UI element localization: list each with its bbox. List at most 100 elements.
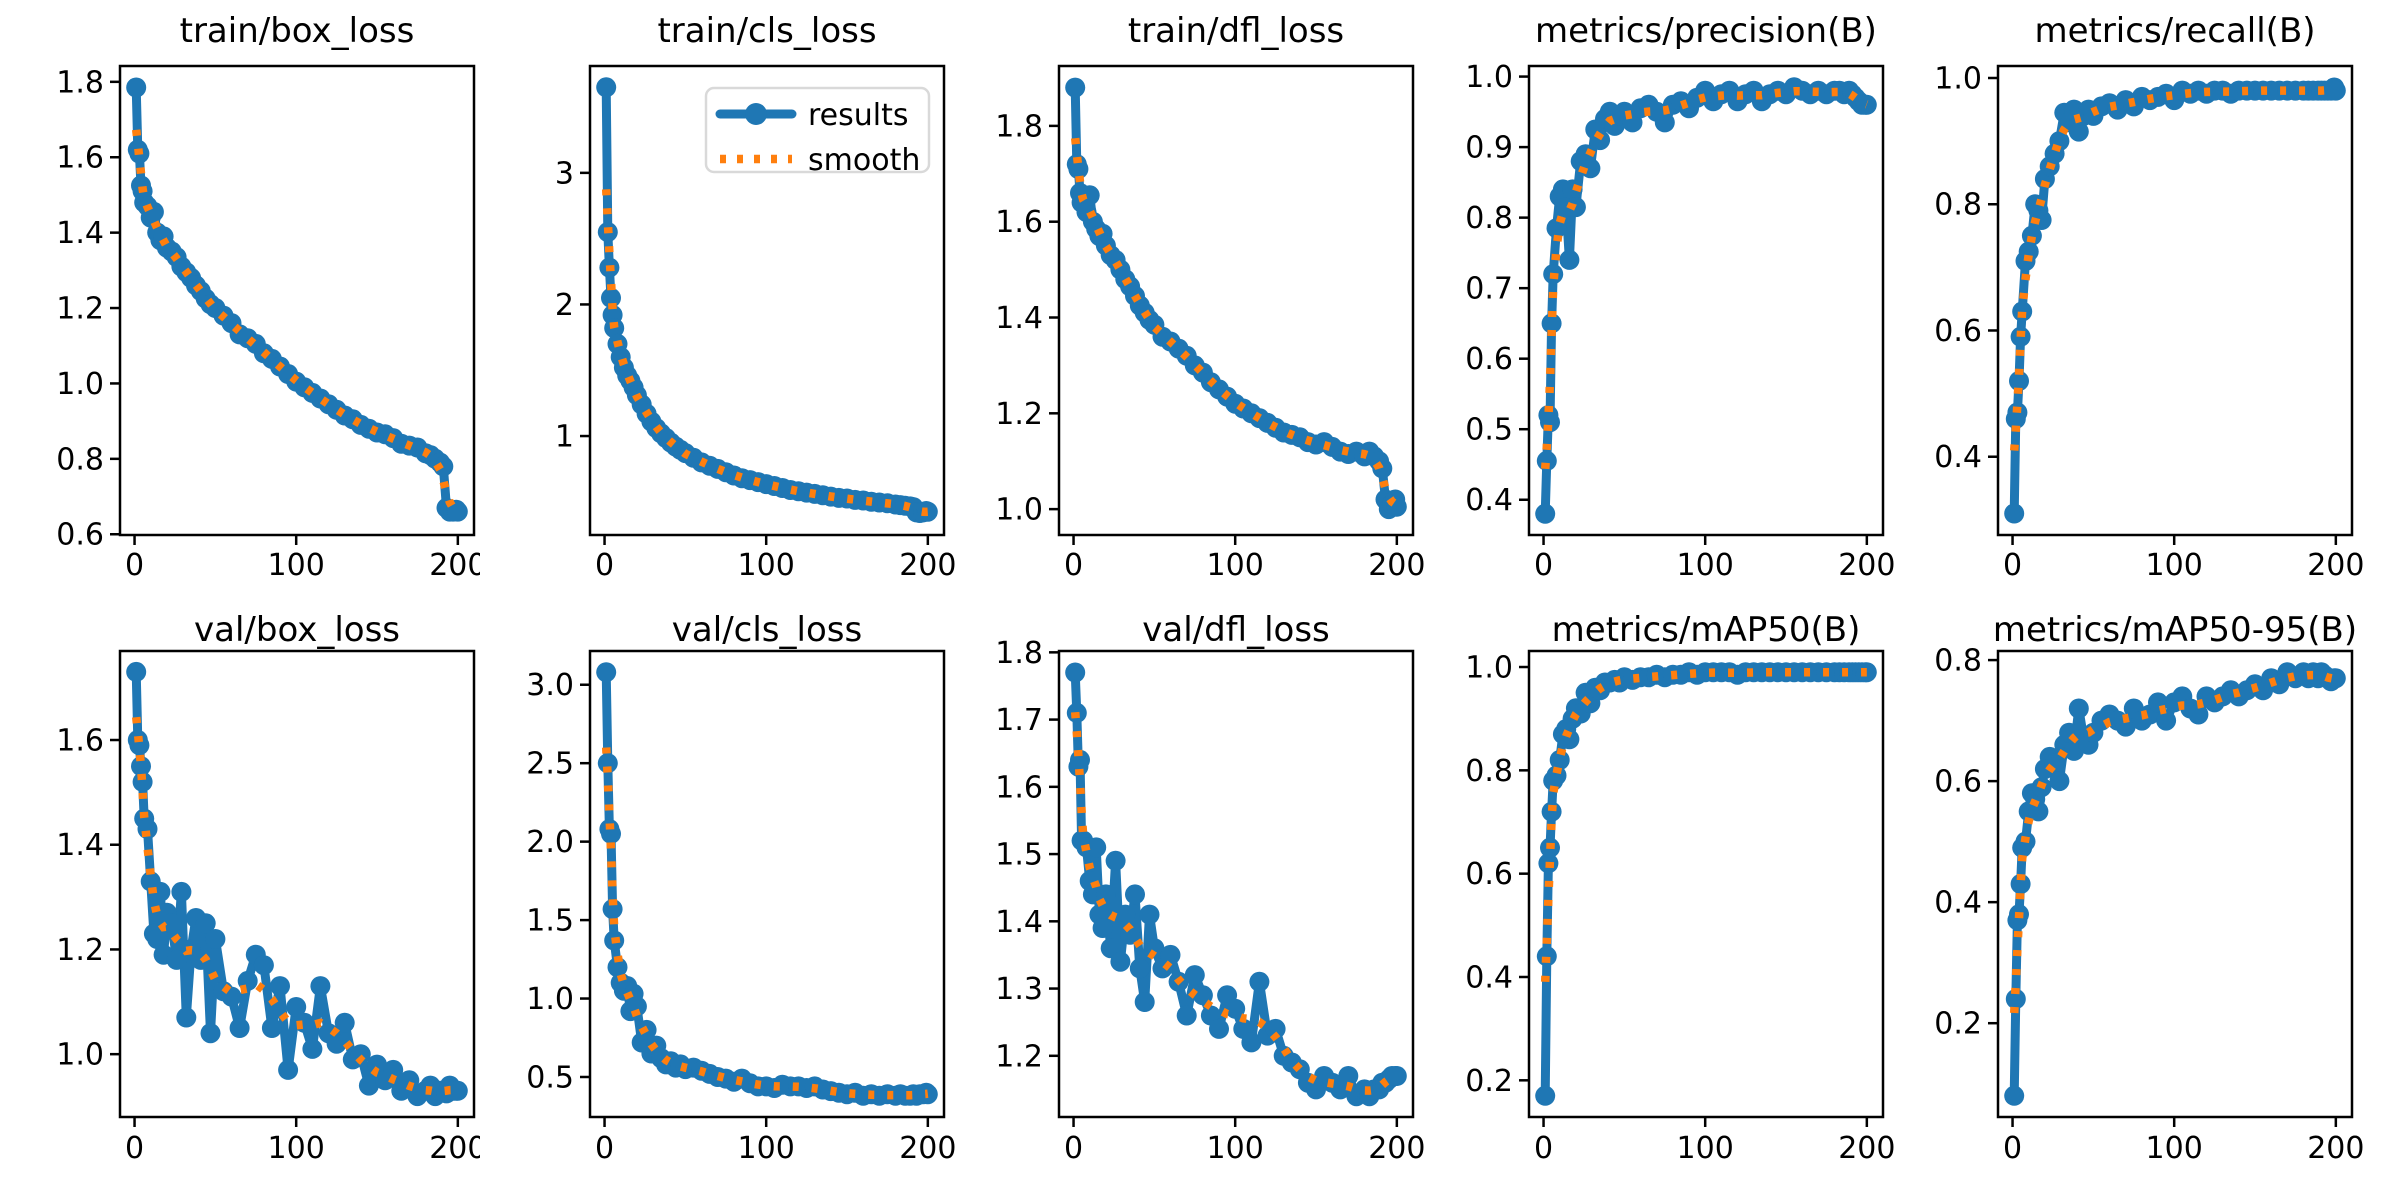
x-tick-label: 200 xyxy=(429,548,480,583)
results-marker xyxy=(1129,958,1150,979)
results-marker xyxy=(171,881,192,902)
results-marker xyxy=(1249,971,1270,992)
subplot-metrics-precision: metrics/precision(B) 0.4 0.5 0.6 0.7 0.8 0.9 1… xyxy=(1440,0,1920,600)
smooth-line xyxy=(601,189,929,517)
axes-box xyxy=(1527,64,1885,537)
chart-title: train/cls_loss xyxy=(657,11,876,51)
y-tick-label: 1.0 xyxy=(1934,61,1982,96)
subplot-metrics-recall: metrics/recall(B) 0.4 0.6 0.8 1.0 0 100 200 xyxy=(1920,0,2400,600)
y-tick-label: 1.4 xyxy=(995,905,1043,940)
results-marker xyxy=(604,318,625,339)
plot-series xyxy=(126,77,468,522)
results-marker xyxy=(596,77,617,98)
legend: results smooth xyxy=(704,86,931,178)
x-tick-label: 100 xyxy=(738,548,795,583)
x-tick-label: 0 xyxy=(1534,1131,1553,1166)
chart-title: val/cls_loss xyxy=(672,610,862,650)
results-marker xyxy=(1065,77,1086,98)
y-tick-label: 0.8 xyxy=(1465,754,1513,789)
x-tick-label: 200 xyxy=(2307,548,2364,583)
results-marker xyxy=(1536,946,1557,967)
results-marker xyxy=(1139,904,1160,925)
results-marker xyxy=(2012,301,2033,322)
smooth-line xyxy=(2009,670,2336,1014)
subplot-metrics-map50: metrics/mAP50(B) 0.2 0.4 0.6 0.8 1.0 0 100 200 xyxy=(1440,600,1920,1200)
y-tick-label: 1.0 xyxy=(1465,651,1513,686)
results-marker xyxy=(334,1012,355,1033)
results-marker xyxy=(383,1059,404,1080)
x-tick-label: 200 xyxy=(1838,548,1895,583)
x-tick-label: 100 xyxy=(1677,548,1734,583)
results-marker xyxy=(2068,698,2089,719)
results-marker xyxy=(2115,716,2136,737)
x-tick-label: 200 xyxy=(2307,1131,2364,1166)
y-tick-label: 2 xyxy=(555,288,574,323)
results-marker xyxy=(1086,837,1107,858)
results-marker xyxy=(2049,771,2070,792)
plot-series xyxy=(2004,662,2346,1106)
y-tick-label: 0.6 xyxy=(1934,765,1982,800)
y-tick-label: 0.8 xyxy=(1934,188,1982,223)
results-marker xyxy=(270,976,290,997)
y-tick-label: 1.6 xyxy=(56,141,104,176)
x-tick-label: 0 xyxy=(595,548,614,583)
results-marker xyxy=(1241,1032,1262,1053)
smooth-line xyxy=(131,129,460,516)
results-marker xyxy=(601,287,621,308)
results-marker xyxy=(1654,112,1675,133)
y-tick-label: 2.0 xyxy=(526,825,574,860)
results-marker xyxy=(367,1054,387,1075)
y-tick-label: 1.4 xyxy=(56,216,104,251)
chart-title: metrics/mAP50-95(B) xyxy=(1993,610,2357,650)
x-tick-label: 100 xyxy=(2146,1131,2203,1166)
chart-title: train/dfl_loss xyxy=(1128,11,1344,51)
plot-series xyxy=(1535,77,1877,524)
x-tick-label: 100 xyxy=(268,1131,325,1166)
results-marker xyxy=(150,881,171,902)
subplot-val-cls-loss: val/cls_loss 0.5 1.0 1.5 2.0 2.5 3.0 0 100 200 xyxy=(480,600,960,1200)
results-marker xyxy=(166,949,187,970)
results-marker xyxy=(1125,884,1145,905)
x-tick-label: 200 xyxy=(429,1131,480,1166)
x-tick-label: 100 xyxy=(2146,548,2203,583)
x-tick-label: 0 xyxy=(1064,548,1083,583)
y-tick-label: 1.6 xyxy=(995,770,1043,805)
train-box-loss-chart: train/box_loss 0.6 0.8 1.0 1.2 1.4 1.6 1.8 0 100… xyxy=(56,11,480,583)
y-tick-label: 0.7 xyxy=(1465,272,1513,307)
results-marker xyxy=(1184,965,1205,986)
x-tick-label: 100 xyxy=(268,548,325,583)
smooth-line xyxy=(1070,137,1398,509)
plot-series xyxy=(1065,77,1407,520)
y-tick-label: 1.8 xyxy=(995,636,1043,671)
results-marker xyxy=(1559,249,1580,270)
x-tick-label: 100 xyxy=(1207,548,1264,583)
results-marker xyxy=(229,1018,250,1038)
results-marker xyxy=(2004,1085,2025,1106)
x-tick-label: 0 xyxy=(125,1131,144,1166)
y-tick-label: 0.8 xyxy=(1465,201,1513,236)
y-tick-label: 1.5 xyxy=(995,838,1043,873)
results-marker xyxy=(597,753,618,774)
results-marker xyxy=(302,1038,323,1059)
results-marker xyxy=(1565,197,1586,218)
metrics-recall-chart: metrics/recall(B) 0.4 0.6 0.8 1.0 0 100 200 xyxy=(1934,11,2364,583)
results-marker xyxy=(596,662,617,683)
smooth-line xyxy=(1070,711,1399,1095)
results-marker xyxy=(286,997,307,1017)
y-tick-label: 0.6 xyxy=(1465,342,1513,377)
results-marker xyxy=(1265,1018,1286,1039)
plot-series xyxy=(596,662,938,1106)
plot-series xyxy=(2004,77,2346,524)
y-tick-label: 1.8 xyxy=(995,109,1043,144)
y-tick-label: 1.4 xyxy=(995,301,1043,336)
axes-box xyxy=(118,64,476,537)
y-tick-label: 0.2 xyxy=(1465,1064,1513,1099)
plot-series xyxy=(126,661,468,1107)
y-tick-label: 1.2 xyxy=(995,1039,1043,1074)
subplot-train-dfl-loss: train/dfl_loss 1.0 1.2 1.4 1.6 1.8 0 100 200 xyxy=(960,0,1440,600)
results-marker xyxy=(447,1080,468,1101)
x-tick-label: 0 xyxy=(595,1131,614,1166)
subplot-val-dfl-loss: val/dfl_loss 1.2 1.3 1.4 1.5 1.6 1.7 1.8 0 100 20… xyxy=(960,600,1440,1200)
results-marker xyxy=(161,913,182,934)
results-marker xyxy=(1176,1005,1197,1026)
